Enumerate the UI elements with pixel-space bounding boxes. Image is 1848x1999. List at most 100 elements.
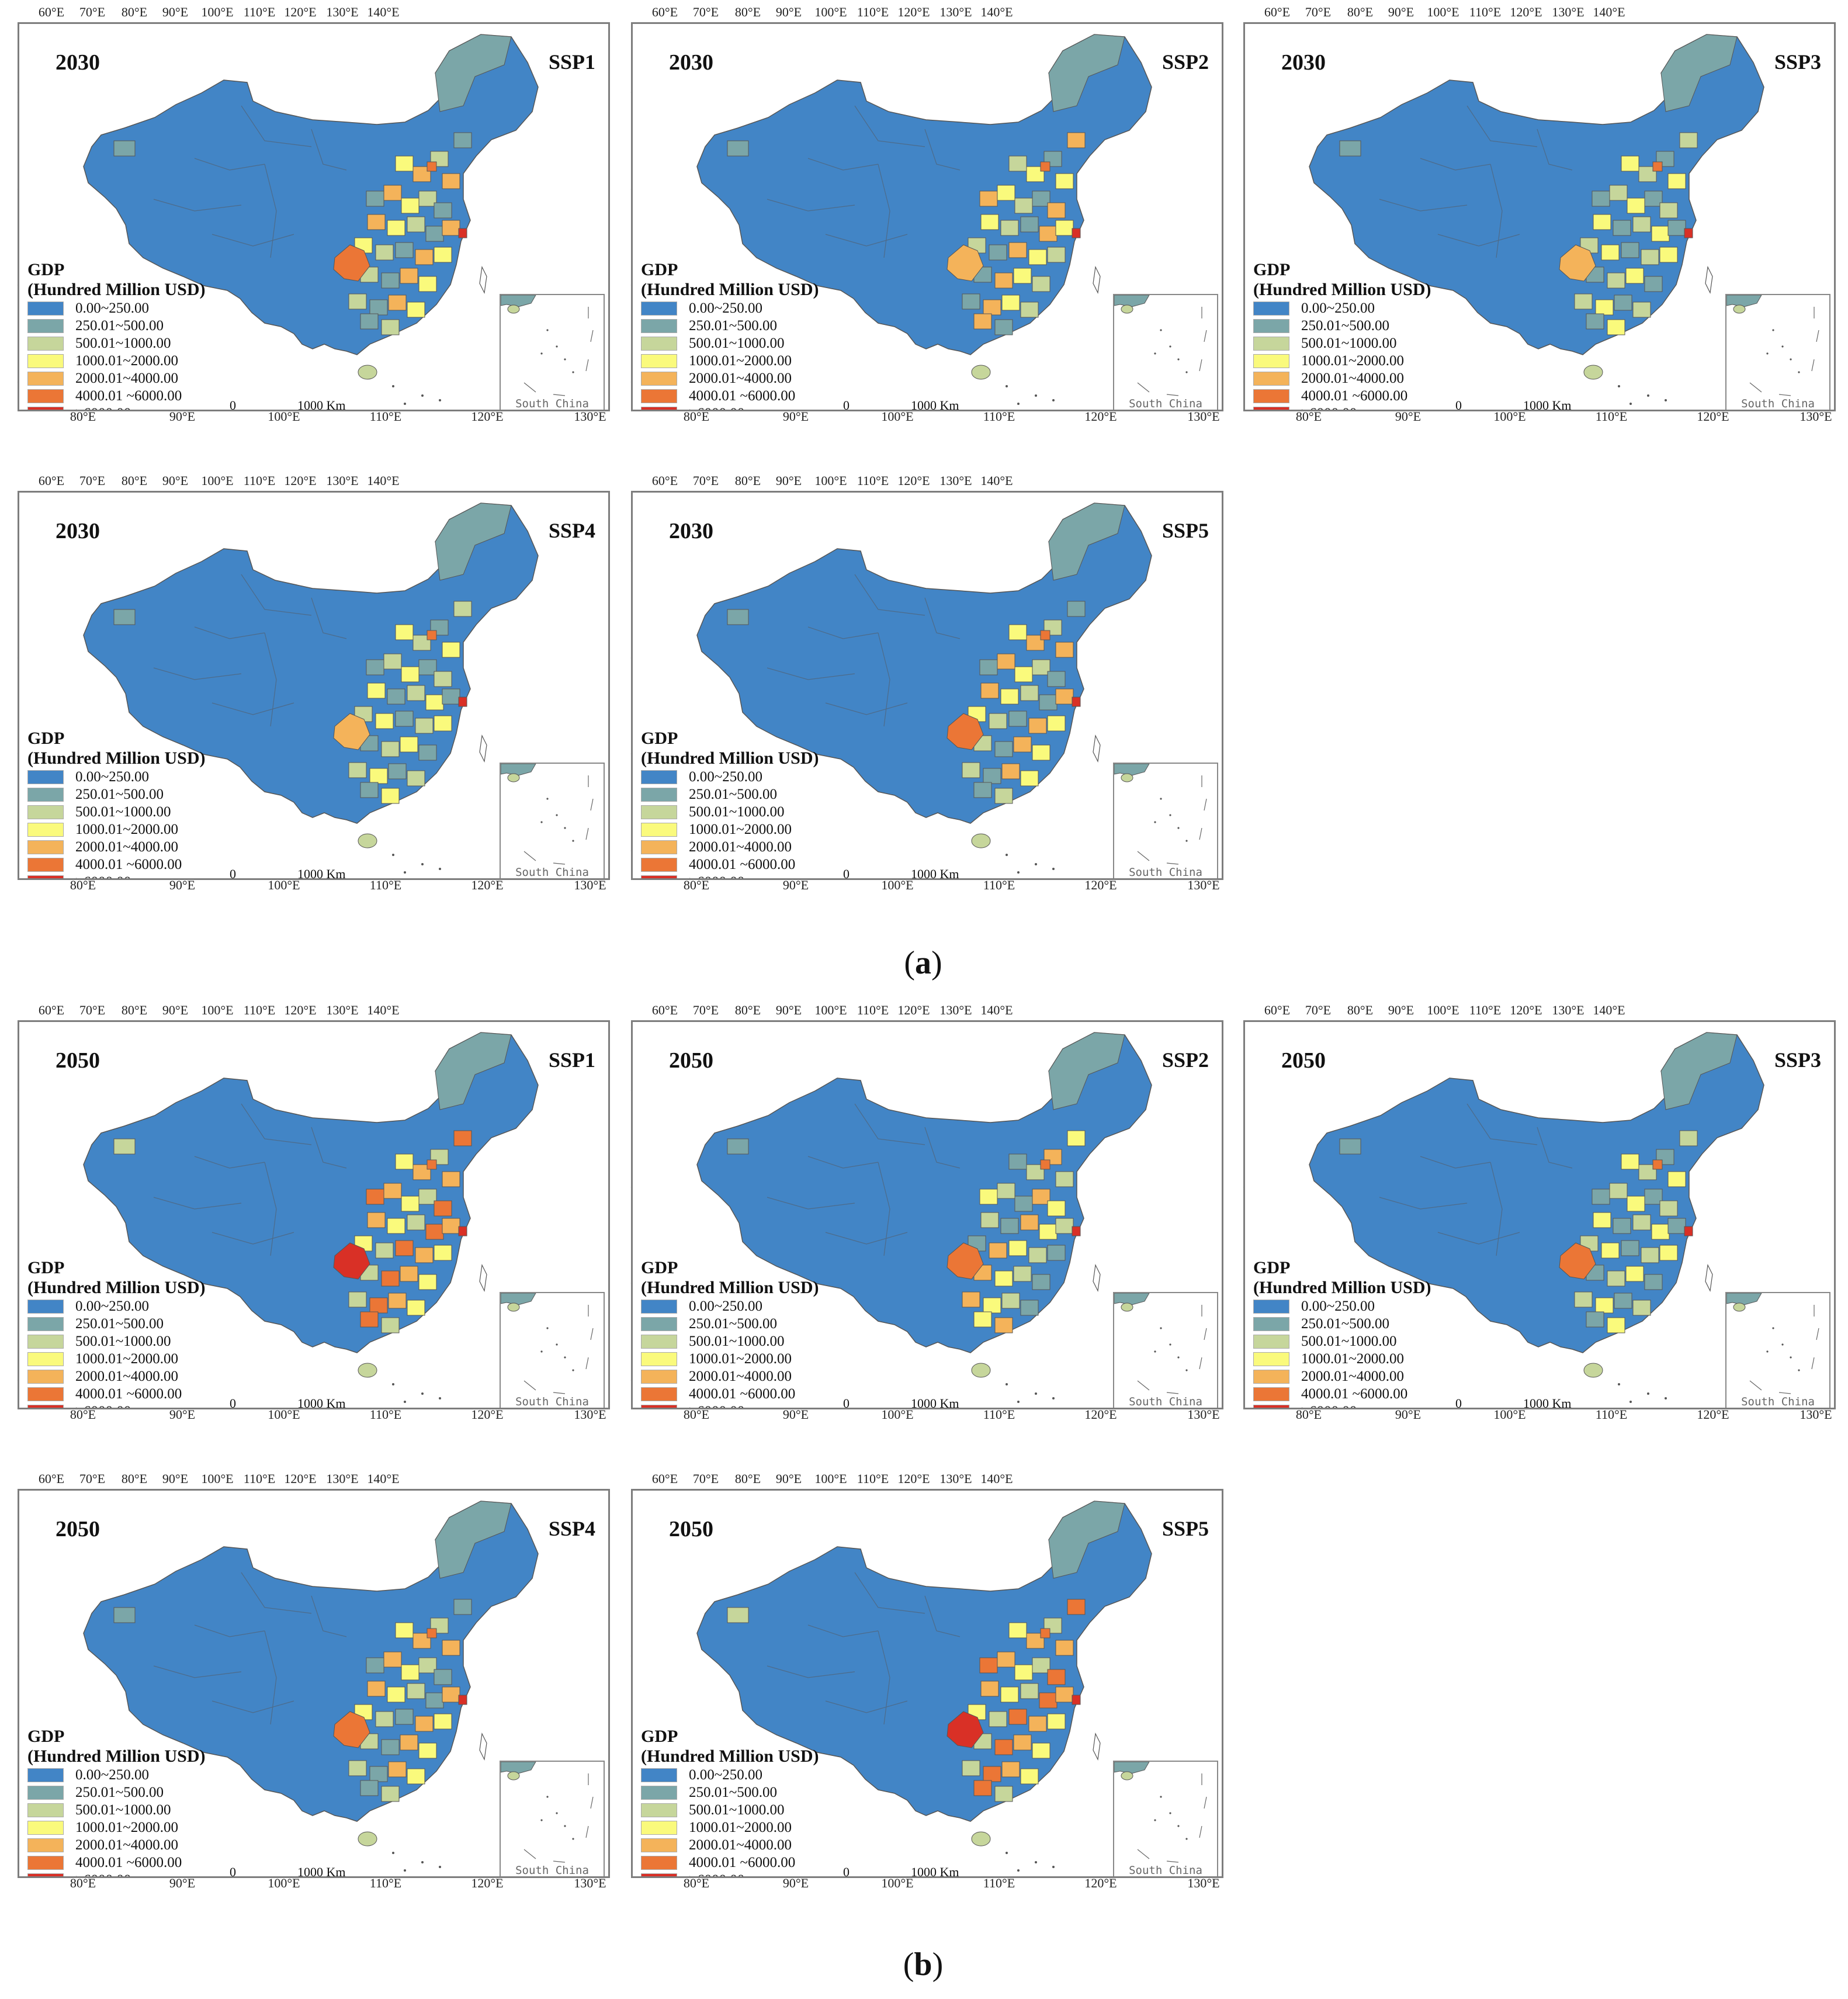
region-cell (442, 1218, 460, 1234)
inset-map (1726, 295, 1819, 396)
legend-label: 0.00~250.00 (1301, 1298, 1375, 1314)
legend-item: 2000.01~4000.00 (641, 839, 851, 856)
island-dot (1052, 1397, 1055, 1399)
legend: GDP (Hundred Million USD) 0.00~250.00 250.0… (1253, 1258, 1464, 1408)
region-cell (1032, 1274, 1050, 1290)
region-hotspot (1559, 244, 1596, 282)
region-cell (418, 1189, 437, 1205)
region-cell (1001, 763, 1020, 779)
region-cell (1644, 1274, 1663, 1290)
legend-title: GDP (27, 1727, 65, 1746)
lon-tick-top: 70°E (692, 473, 719, 488)
china-map (1309, 1032, 1764, 1403)
lon-tick-top: 140°E (1593, 5, 1625, 19)
legend-label: >6000.00 (75, 874, 131, 878)
scale-bar: 0 1000 Km (843, 1865, 959, 1876)
region-beijing (1040, 630, 1050, 640)
china-outline (83, 503, 539, 824)
island-dot (1006, 1852, 1008, 1854)
region-border (807, 1624, 879, 1637)
dash-line (1749, 382, 1762, 393)
region-shanghai (1684, 228, 1693, 238)
inset-coast (1726, 1293, 1762, 1305)
region-cell (453, 1130, 472, 1146)
region-cell (442, 688, 460, 705)
south-china-sea-inset: South ChinaSea Islands (1113, 294, 1218, 410)
legend: GDP (Hundred Million USD) 0.00~250.00 250.0… (27, 1258, 238, 1408)
region-cell (1028, 1247, 1047, 1263)
region-cell (1609, 1183, 1628, 1199)
region-cell (1667, 220, 1686, 236)
region-cell (1032, 276, 1050, 292)
region-cell (1020, 770, 1039, 787)
island-dot (1185, 1838, 1188, 1840)
legend-item: 1000.01~2000.00 (1253, 1350, 1464, 1368)
legend-swatch (641, 840, 677, 854)
region-cell (113, 609, 136, 625)
legend-item: >6000.00 (641, 874, 851, 878)
region-northeast (1048, 1501, 1125, 1579)
region-border (194, 158, 265, 171)
region-border (241, 574, 312, 616)
legend-label: 1000.01~2000.00 (1301, 353, 1405, 369)
dash-line (1199, 1357, 1202, 1370)
legend-label: 4000.01 ~6000.00 (689, 857, 796, 872)
legend-item: 250.01~500.00 (641, 317, 851, 335)
region-cell (1607, 272, 1625, 289)
island-dot (404, 1401, 406, 1403)
legend-item: 250.01~500.00 (1253, 317, 1464, 335)
region-cell (434, 671, 452, 687)
region-cell (1039, 226, 1058, 242)
island-dot (1177, 1825, 1180, 1827)
region-cell (113, 1138, 136, 1155)
legend-item: 4000.01 ~6000.00 (641, 856, 851, 874)
region-cell (366, 1189, 384, 1205)
region-cell (1632, 216, 1651, 233)
region-cell (1000, 220, 1019, 236)
island-dot (1006, 854, 1008, 856)
island-dot (572, 1838, 574, 1840)
island-dot (1160, 329, 1162, 331)
panel-year: 2050 (56, 1048, 100, 1073)
legend-label: 500.01~1000.00 (1301, 1333, 1397, 1349)
region-cell (989, 244, 1007, 261)
inset-coast (500, 1761, 536, 1774)
lon-tick-top: 120°E (897, 1003, 930, 1017)
legend-item: 0.00~250.00 (1253, 300, 1464, 317)
region-hotspot (946, 713, 984, 750)
island-dot (1185, 1369, 1188, 1371)
inset-coast (500, 295, 536, 307)
legend-subtitle: (Hundred Million USD) (641, 1747, 819, 1766)
map-panel: 60°E 70°E 80°E 90°E 100°E 110°E 120°E 130°E 140°… (627, 5, 1227, 424)
legend-swatch (27, 1352, 64, 1366)
dash-line (1204, 330, 1207, 342)
region-cell (367, 214, 386, 230)
lon-tick-bottom: 90°E (782, 1876, 809, 1890)
region-cell (1641, 249, 1659, 265)
region-cell (1047, 671, 1066, 687)
region-cell (989, 1711, 1007, 1727)
region-cell (1592, 1189, 1610, 1205)
region-border (1490, 164, 1503, 258)
lon-tick-bottom: 100°E (268, 1876, 300, 1890)
region-cell (1339, 140, 1361, 157)
region-northeast (1660, 34, 1738, 112)
island-dot (1154, 821, 1156, 823)
region-cell (1032, 744, 1050, 761)
legend-item: >6000.00 (1253, 405, 1464, 410)
panel-year: 2050 (669, 1517, 713, 1541)
island-dot (556, 1343, 558, 1346)
legend-swatch (27, 858, 64, 872)
legend-label: 4000.01 ~6000.00 (1301, 1386, 1408, 1402)
legend-swatch (27, 788, 64, 802)
legend-label: 500.01~1000.00 (75, 1802, 171, 1818)
inset-coast (1726, 295, 1762, 307)
legend-subtitle: (Hundred Million USD) (27, 749, 206, 768)
region-cell (367, 1681, 386, 1697)
region-cell (1651, 226, 1670, 242)
region-cell (381, 1739, 400, 1755)
legend-item: 2000.01~4000.00 (27, 1837, 238, 1854)
island-dot (572, 1369, 574, 1371)
legend-item: 4000.01 ~6000.00 (641, 1385, 851, 1403)
region-cell (994, 319, 1013, 335)
